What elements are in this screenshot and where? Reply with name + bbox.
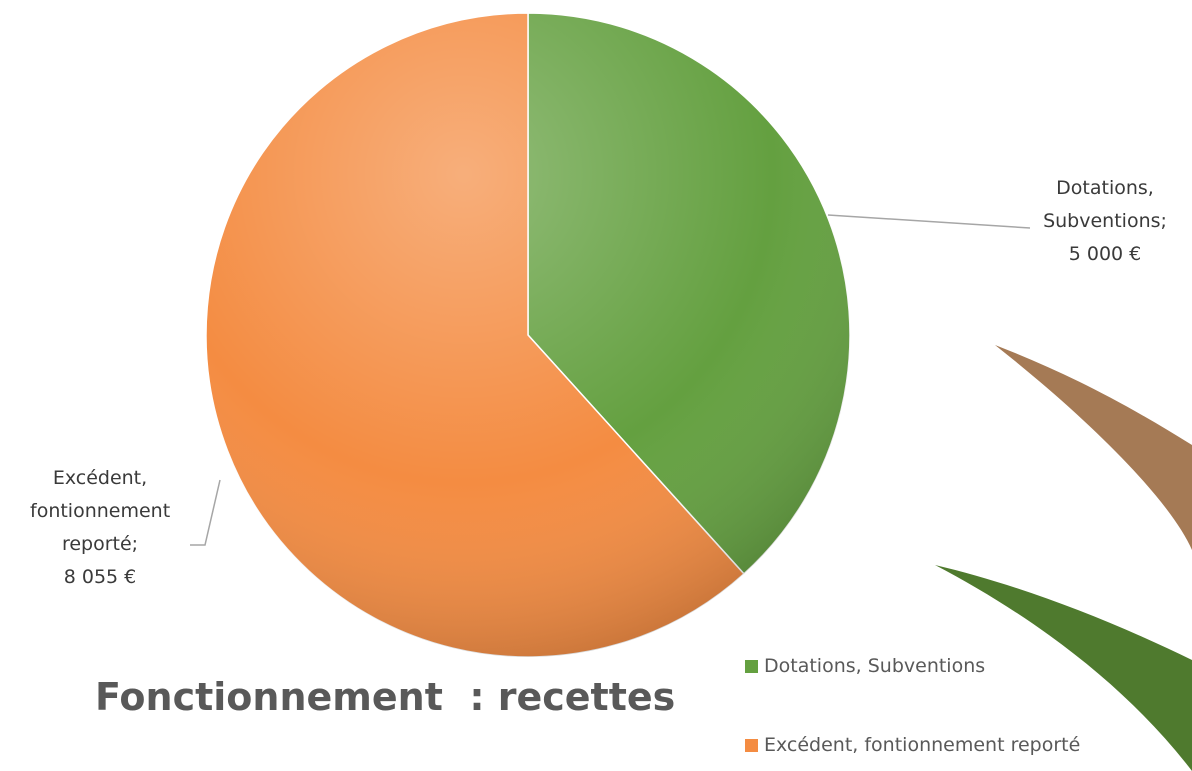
data-label: Dotations, Subventions; 5 000 € (1030, 172, 1180, 271)
legend-label: Dotations, Subventions (764, 655, 986, 677)
data-label-name: Dotations, Subventions; (1043, 177, 1167, 232)
legend-swatch (745, 738, 758, 752)
data-label: Excédent, fontionnement reporté; 8 055 € (5, 462, 195, 594)
legend-item: Dotations, Subventions (745, 655, 985, 677)
legend-label: Excédent, fontionnement reporté (764, 734, 1081, 756)
data-label-name: Excédent, fontionnement reporté; (30, 467, 171, 555)
legend-swatch (745, 659, 758, 673)
data-label-value: 5 000 € (1068, 243, 1142, 265)
legend-item: Excédent, fontionnement reporté (745, 734, 1080, 756)
leader-line (827, 214, 1031, 229)
chart-title: Fonctionnement : recettes (95, 675, 676, 719)
decor-leaf (935, 565, 1192, 771)
leader-line (190, 479, 221, 546)
decor-leaf (995, 345, 1192, 550)
pie (205, 12, 851, 658)
data-label-value: 8 055 € (63, 566, 137, 588)
